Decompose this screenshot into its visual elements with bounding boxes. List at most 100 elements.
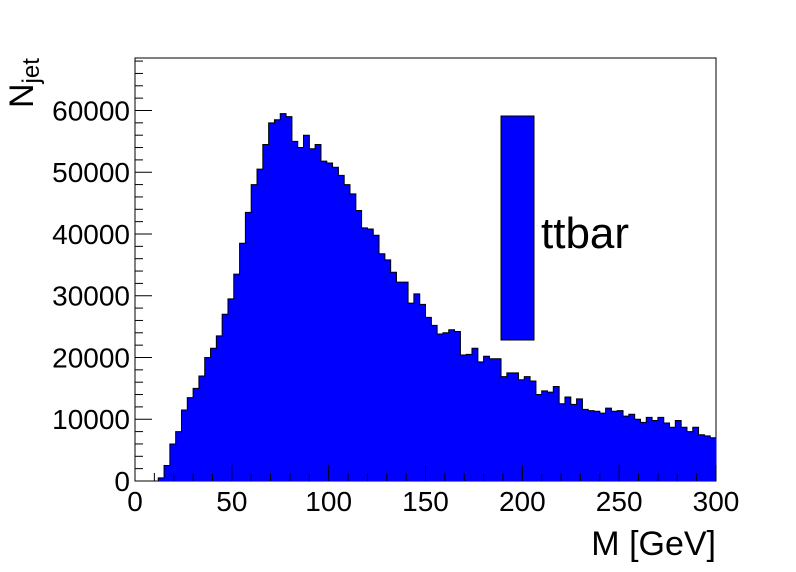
histogram-bin-20	[251, 184, 258, 481]
histogram-bin-90	[657, 417, 665, 481]
histogram-bin-25	[280, 113, 287, 481]
legend-label-ttbar: ttbar	[541, 209, 629, 258]
histogram-bin-42	[379, 253, 386, 481]
histogram-bin-83	[617, 410, 624, 481]
histogram-bin-35	[338, 175, 345, 481]
y-tick-label: 10000	[52, 404, 130, 435]
histogram-bin-81	[605, 408, 612, 481]
histogram-bin-26	[286, 116, 293, 481]
histogram-bin-10	[193, 388, 200, 481]
histogram-bin-97	[698, 434, 705, 481]
histogram-bin-85	[628, 414, 636, 481]
histogram-bin-54	[448, 329, 455, 481]
histogram-bin-94	[681, 427, 688, 481]
histogram-bin-98	[704, 435, 711, 481]
histogram-bin-55	[454, 331, 461, 481]
histogram-bin-78	[588, 410, 595, 481]
histogram-bin-37	[349, 193, 357, 481]
histogram-bin-82	[611, 411, 618, 481]
histogram-bin-19	[245, 212, 252, 481]
histogram-bin-7	[175, 431, 182, 481]
histogram-bin-74	[564, 397, 572, 481]
histogram-bin-86	[634, 419, 641, 481]
histogram-bin-31	[315, 144, 322, 481]
histogram-bin-48	[413, 293, 421, 481]
histogram-bin-53	[442, 332, 450, 481]
histogram-bin-46	[402, 282, 409, 481]
histogram-bin-47	[408, 303, 415, 481]
histogram-bin-58	[471, 348, 479, 481]
histogram-bin-44	[390, 272, 397, 481]
histogram-bin-61	[489, 358, 496, 481]
histogram-bin-76	[576, 398, 583, 481]
histogram-bin-84	[623, 416, 630, 481]
x-tick-label: 200	[499, 486, 546, 517]
histogram-bin-27	[291, 141, 299, 482]
histogram-bin-12	[204, 357, 211, 481]
histogram-bin-64	[506, 372, 514, 481]
histogram-bin-40	[367, 229, 374, 481]
histogram-bin-34	[332, 167, 339, 482]
histogram-bin-6	[169, 443, 177, 481]
histogram-bin-29	[303, 135, 310, 481]
histogram-bin-8	[181, 409, 188, 481]
histogram-bin-70	[541, 390, 548, 481]
histogram-bin-9	[187, 397, 194, 481]
y-tick-label: 30000	[52, 281, 130, 312]
histogram-bin-79	[593, 411, 601, 481]
y-axis-title-main: N	[3, 83, 41, 108]
x-axis: 0 50 100 150 200 250 300	[127, 465, 739, 517]
histogram-bin-71	[547, 392, 554, 481]
histogram-bin-92	[669, 427, 676, 481]
histogram-bin-75	[570, 404, 577, 481]
histogram-bin-60	[483, 356, 490, 481]
histogram-bars	[135, 113, 717, 482]
histogram-bin-56	[460, 355, 467, 481]
y-axis-title: Njet	[3, 58, 45, 108]
x-tick-label: 0	[127, 486, 143, 517]
histogram-bin-80	[599, 413, 607, 481]
legend: ttbar	[500, 115, 629, 341]
histogram-bin-63	[501, 376, 508, 481]
y-tick-label: 60000	[52, 95, 130, 126]
histogram-bin-67	[524, 376, 531, 481]
y-axis: 0 10000 20000 30000 40000 50000 60000	[52, 60, 152, 497]
histogram-bin-99	[710, 437, 717, 481]
histogram-bin-89	[652, 420, 659, 481]
histogram-bin-41	[373, 235, 380, 481]
histogram-bin-23	[268, 122, 275, 481]
histogram-bin-57	[466, 354, 473, 481]
histogram-bin-45	[396, 282, 403, 481]
histogram-bin-28	[297, 147, 304, 482]
histogram-bin-88	[646, 417, 653, 481]
legend-swatch-ttbar	[500, 115, 535, 341]
histogram-bin-21	[257, 169, 264, 481]
histogram-bin-65	[512, 372, 519, 481]
histogram-bin-96	[692, 427, 699, 481]
histogram-bin-72	[553, 386, 560, 481]
histogram-bin-73	[559, 403, 566, 481]
y-tick-label: 50000	[52, 157, 130, 188]
y-tick-label: 20000	[52, 342, 130, 373]
histogram-bin-38	[355, 210, 362, 481]
histogram-bin-15	[222, 314, 229, 481]
histogram-bin-51	[431, 325, 438, 481]
histogram-bin-52	[437, 334, 444, 481]
histogram-bin-30	[309, 148, 316, 481]
histogram-bin-17	[233, 274, 240, 481]
histogram-bin-16	[227, 298, 235, 481]
x-tick-label: 100	[305, 486, 352, 517]
histogram-bin-93	[675, 420, 682, 481]
histogram-bin-95	[686, 431, 694, 481]
histogram-bin-22	[262, 144, 270, 481]
histogram-bin-24	[274, 119, 281, 481]
histogram-bin-13	[210, 348, 217, 481]
histogram-bin-36	[344, 184, 351, 481]
histogram-bin-43	[384, 259, 392, 481]
histogram-bin-77	[582, 409, 589, 481]
histogram-bin-39	[361, 227, 368, 481]
histogram-bin-50	[425, 317, 432, 481]
histogram-bin-66	[518, 379, 525, 481]
histogram-bin-69	[535, 394, 543, 481]
